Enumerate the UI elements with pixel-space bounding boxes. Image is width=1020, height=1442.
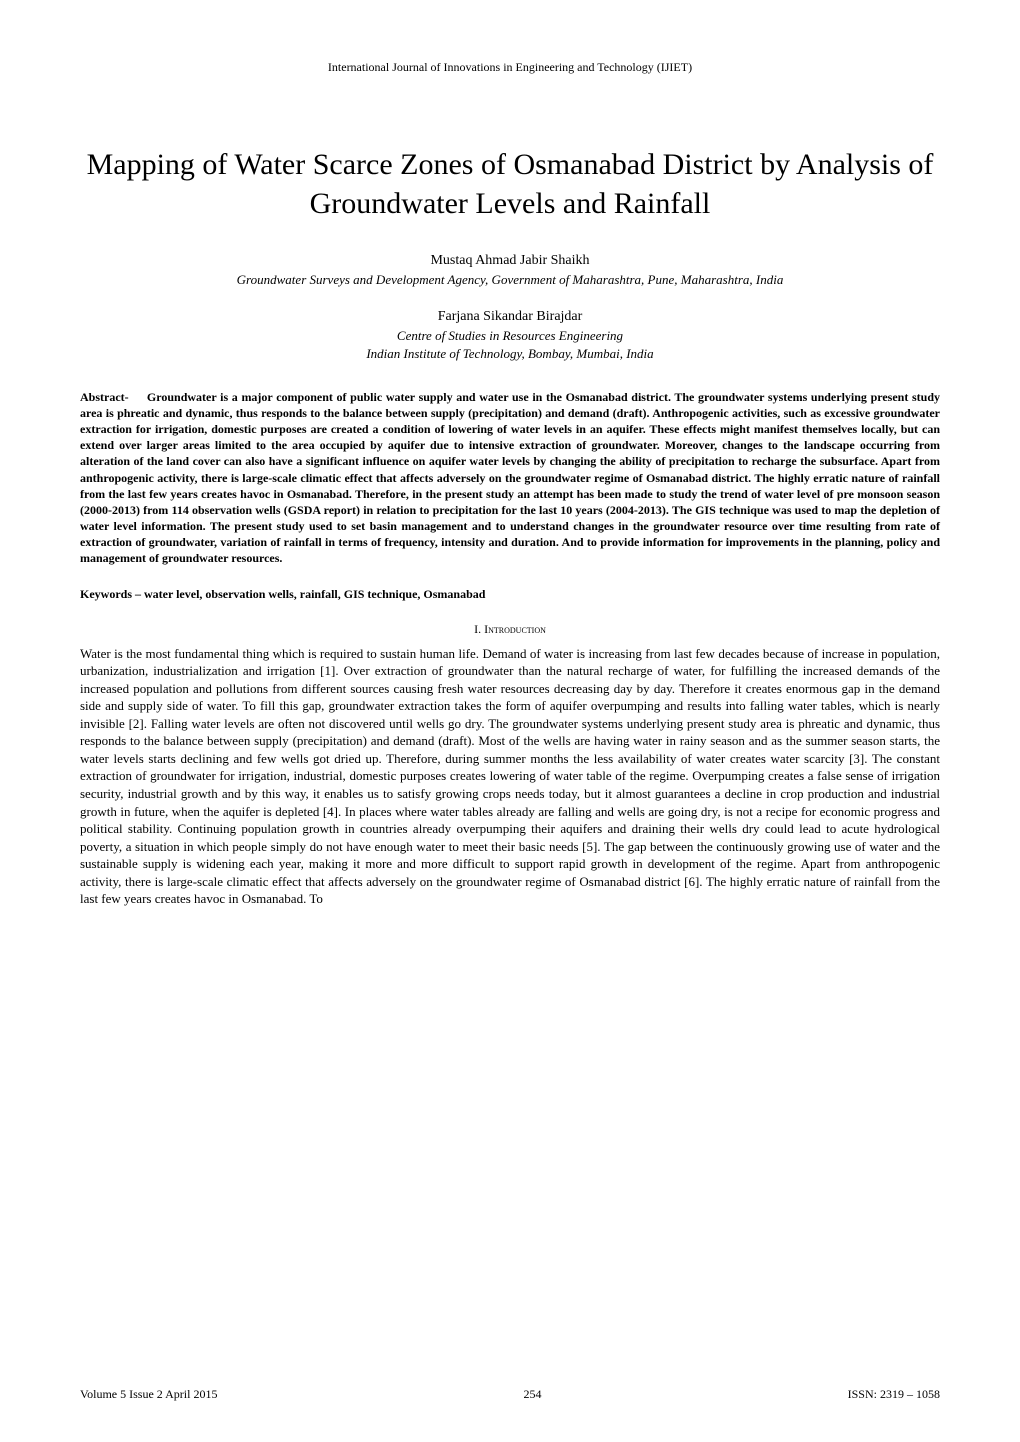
author-affiliation: Groundwater Surveys and Development Agen… xyxy=(80,271,940,289)
section-number: I. xyxy=(474,622,481,636)
author-affiliation-line-1: Centre of Studies in Resources Engineeri… xyxy=(80,327,940,345)
author-name: Mustaq Ahmad Jabir Shaikh xyxy=(80,253,940,269)
journal-header: International Journal of Innovations in … xyxy=(80,60,940,75)
keywords: Keywords – water level, observation well… xyxy=(80,587,940,602)
footer-page-number: 254 xyxy=(524,1387,542,1402)
footer-issn: ISSN: 2319 – 1058 xyxy=(848,1387,940,1402)
author-block-2: Farjana Sikandar Birajdar Centre of Stud… xyxy=(80,309,940,363)
introduction-paragraph: Water is the most fundamental thing whic… xyxy=(80,645,940,908)
abstract-text: Groundwater is a major component of publ… xyxy=(80,390,940,566)
author-affiliation-line-2: Indian Institute of Technology, Bombay, … xyxy=(80,345,940,363)
footer-volume: Volume 5 Issue 2 April 2015 xyxy=(80,1387,217,1402)
section-heading-introduction: I. Introduction xyxy=(80,622,940,637)
page-footer: Volume 5 Issue 2 April 2015 254 ISSN: 23… xyxy=(0,1387,1020,1402)
abstract-section: Abstract- Groundwater is a major compone… xyxy=(80,389,940,567)
section-title: Introduction xyxy=(484,622,546,636)
author-name: Farjana Sikandar Birajdar xyxy=(80,309,940,325)
author-block-1: Mustaq Ahmad Jabir Shaikh Groundwater Su… xyxy=(80,253,940,289)
paper-title: Mapping of Water Scarce Zones of Osmanab… xyxy=(80,145,940,223)
abstract-label: Abstract- xyxy=(80,390,129,404)
abstract-space xyxy=(132,390,143,404)
